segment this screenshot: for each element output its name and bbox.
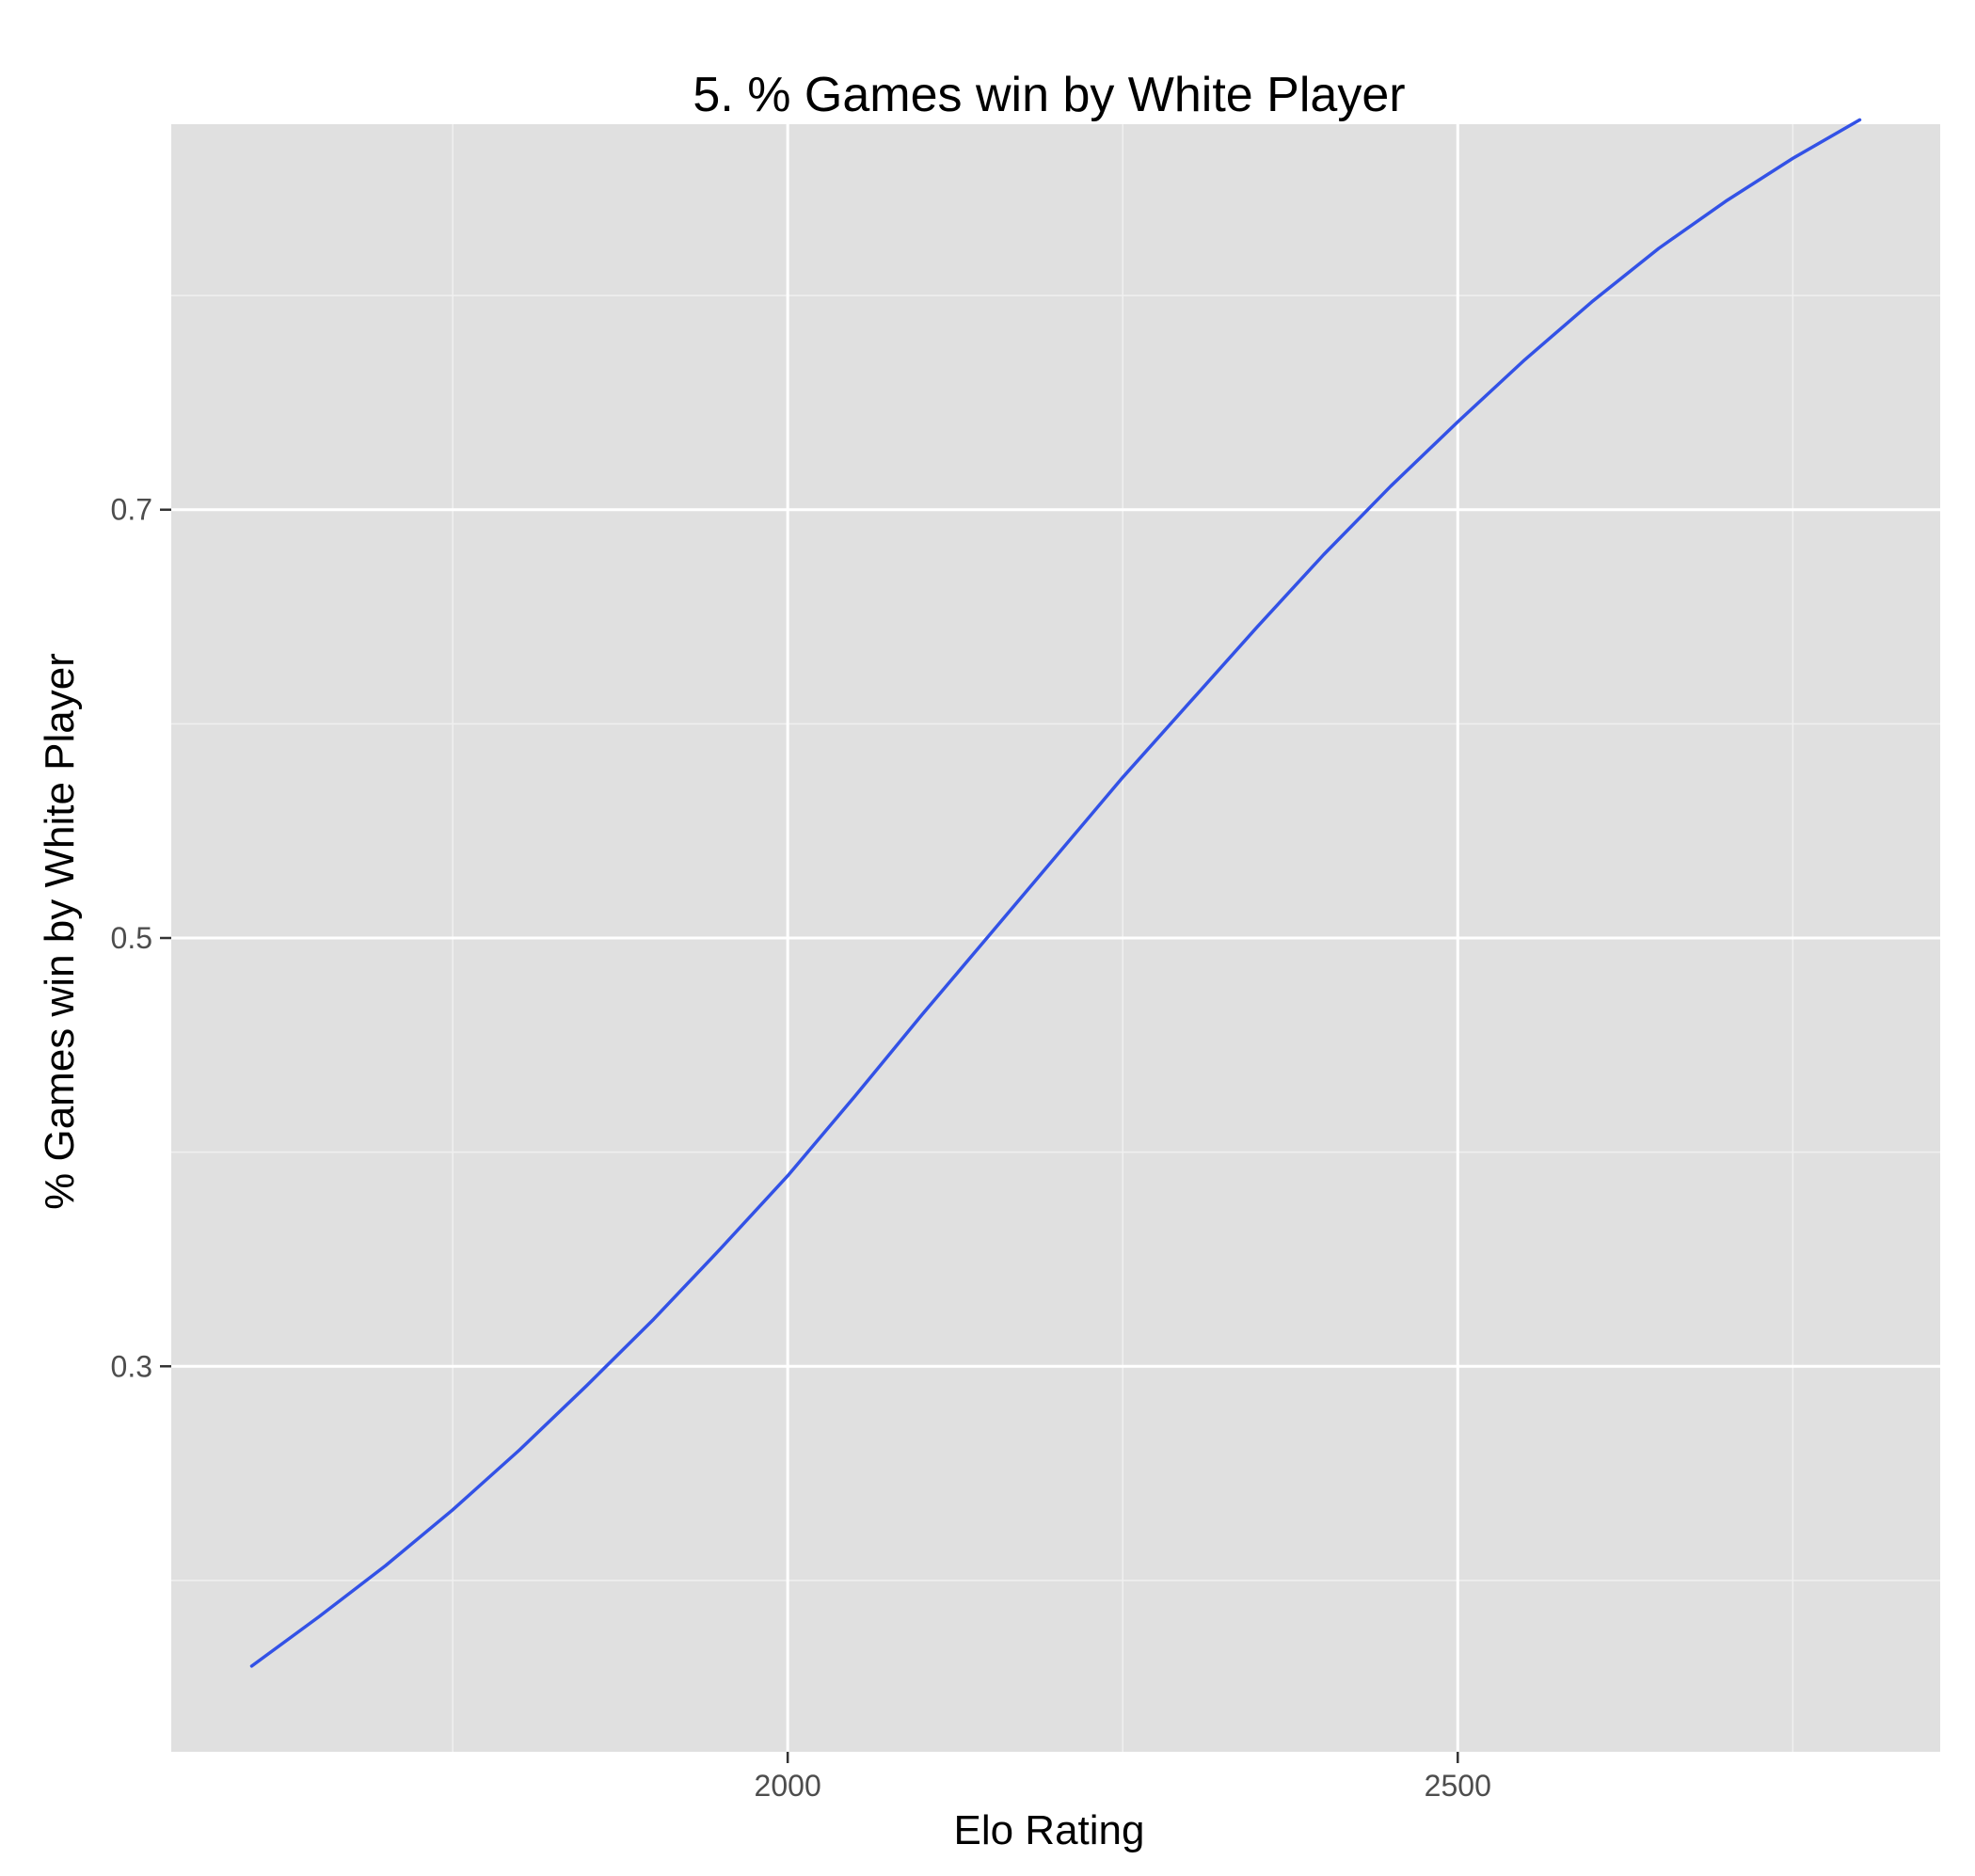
x-axis: 2000 2500	[755, 1752, 1491, 1803]
y-tick-label: 0.5	[111, 921, 152, 955]
chart-title: 5. % Games win by White Player	[693, 68, 1405, 122]
series-line	[249, 118, 1862, 1668]
x-tick-label: 2500	[1425, 1769, 1491, 1803]
y-axis: 0.3 0.5 0.7	[111, 493, 171, 1383]
grid-major	[171, 124, 1940, 1752]
x-tick-label: 2000	[755, 1769, 821, 1803]
y-axis-title: % Games win by White Player	[37, 653, 83, 1210]
series-layer	[249, 118, 1862, 1668]
y-tick-label: 0.7	[111, 493, 152, 527]
y-tick-label: 0.3	[111, 1349, 152, 1383]
x-axis-title: Elo Rating	[953, 1807, 1144, 1853]
